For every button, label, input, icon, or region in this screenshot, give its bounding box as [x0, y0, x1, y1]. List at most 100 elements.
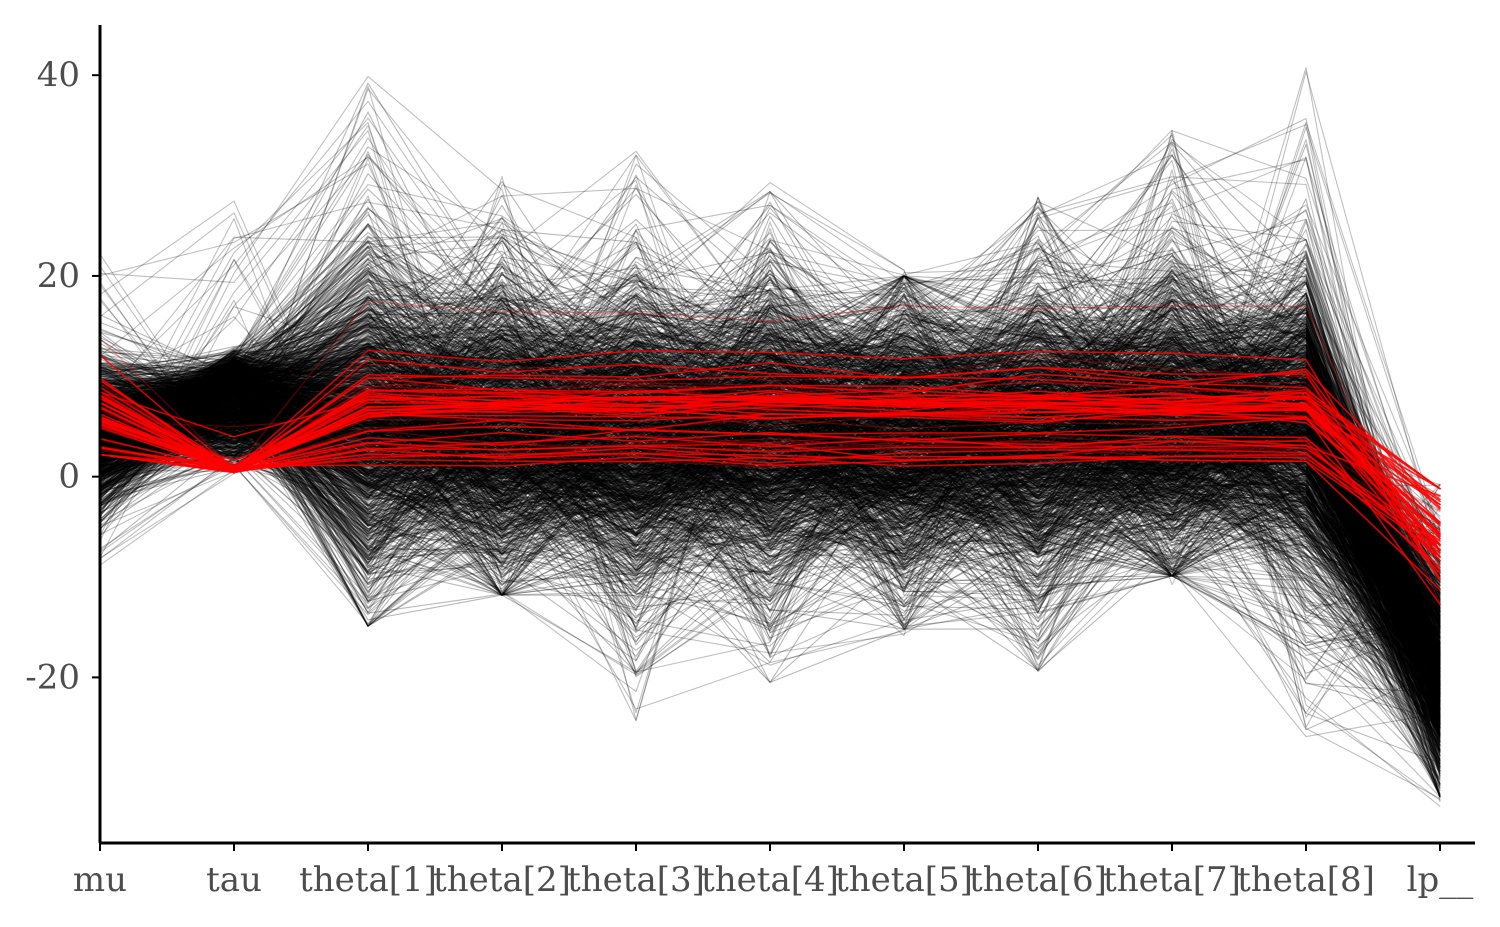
draw-line — [99, 322, 1441, 671]
draw-line — [99, 301, 1441, 734]
draw-line — [99, 374, 1441, 704]
draw-line — [99, 343, 1441, 628]
draw-line — [99, 198, 1441, 639]
draw-line — [99, 404, 1441, 775]
draw-line — [99, 267, 1441, 602]
draw-line — [99, 237, 1441, 663]
draw-line — [99, 348, 1441, 619]
draw-line — [99, 445, 1441, 570]
draw-line — [99, 323, 1441, 726]
draw-line — [99, 261, 1441, 706]
draw-line — [99, 362, 1441, 663]
draw-line — [99, 361, 1441, 664]
draw-line — [99, 220, 1441, 711]
draw-line — [99, 283, 1441, 700]
draw-line — [99, 337, 1441, 638]
draw-line — [99, 224, 1441, 685]
draw-line — [99, 348, 1441, 620]
draw-line — [99, 245, 1441, 655]
draw-line — [99, 369, 1441, 766]
draw-line — [99, 381, 1441, 677]
draw-line — [99, 313, 1441, 765]
draw-line — [99, 374, 1441, 721]
draw-line — [99, 362, 1441, 662]
draw-line — [99, 305, 1441, 721]
draw-line — [99, 288, 1441, 687]
draw-line — [99, 369, 1441, 627]
draw-line — [99, 341, 1441, 676]
draw-line — [99, 365, 1441, 672]
draw-line — [99, 268, 1441, 753]
draw-line — [99, 389, 1441, 638]
draw-line — [99, 275, 1441, 638]
x-tick-label: theta[4] — [701, 860, 839, 900]
draw-line — [99, 395, 1441, 655]
draw-line — [99, 266, 1441, 693]
draw-line — [99, 342, 1441, 566]
draw-line — [99, 370, 1441, 655]
draw-line — [99, 303, 1441, 605]
draw-line — [99, 266, 1441, 713]
draw-line — [99, 273, 1441, 686]
draw-line — [99, 334, 1441, 796]
draw-line — [99, 381, 1441, 695]
draw-line — [99, 322, 1441, 774]
draw-line — [99, 285, 1441, 618]
draw-line — [99, 327, 1441, 596]
draw-line — [99, 328, 1441, 662]
draw-line — [99, 294, 1441, 773]
draw-line — [99, 398, 1441, 620]
x-tick-label: theta[2] — [433, 860, 571, 900]
draw-line — [99, 378, 1441, 686]
draw-line — [99, 297, 1441, 665]
draw-line — [99, 311, 1441, 686]
draw-line — [99, 398, 1441, 708]
draw-line — [99, 438, 1441, 647]
draw-line — [99, 345, 1441, 628]
draw-line — [99, 294, 1441, 715]
draw-line — [99, 248, 1441, 677]
draw-line — [99, 387, 1441, 641]
draw-line — [99, 281, 1441, 709]
draw-line — [99, 386, 1441, 682]
draw-line — [99, 391, 1441, 730]
draw-line — [99, 260, 1441, 665]
x-tick-label: tau — [206, 860, 262, 900]
draw-line — [99, 413, 1441, 640]
draw-line — [99, 409, 1441, 709]
draw-line — [99, 246, 1441, 796]
draw-line — [99, 417, 1441, 608]
draw-line — [99, 251, 1441, 667]
draw-line — [99, 270, 1441, 682]
draw-line — [99, 250, 1441, 676]
draw-line — [99, 226, 1441, 662]
draw-line — [99, 309, 1441, 633]
draw-line — [99, 274, 1441, 689]
draw-line — [99, 397, 1441, 663]
draw-line — [99, 292, 1441, 628]
draw-line — [99, 198, 1441, 756]
draw-line — [99, 331, 1441, 697]
draw-line — [99, 258, 1441, 638]
draw-line — [99, 227, 1441, 673]
draw-line — [99, 386, 1441, 558]
draw-line — [99, 304, 1441, 671]
draw-line — [99, 308, 1441, 691]
draw-line — [99, 373, 1441, 589]
draw-line — [99, 375, 1441, 669]
draw-line — [99, 371, 1441, 613]
draw-line — [99, 292, 1441, 688]
draw-line — [99, 213, 1441, 710]
draw-line — [99, 266, 1441, 609]
draw-line — [99, 299, 1441, 670]
draw-line — [99, 342, 1441, 728]
draw-line — [99, 447, 1441, 630]
draw-line — [99, 293, 1441, 728]
draw-line — [99, 384, 1441, 615]
draw-line — [99, 236, 1441, 615]
draw-line — [99, 229, 1441, 738]
draw-line — [99, 292, 1441, 644]
draw-line — [99, 273, 1441, 686]
draw-line — [99, 287, 1441, 725]
